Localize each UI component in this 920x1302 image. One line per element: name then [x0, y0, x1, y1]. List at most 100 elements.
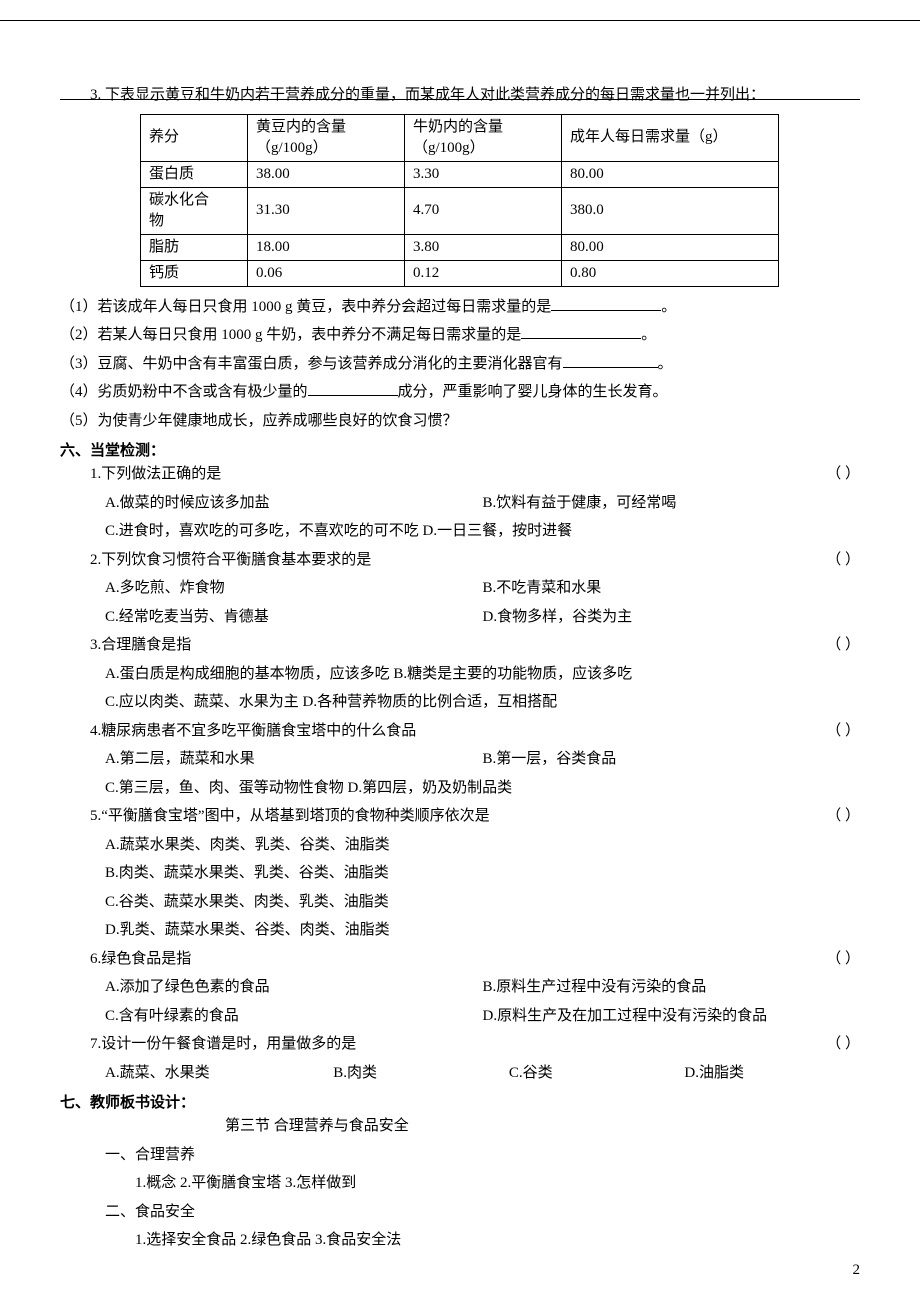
quiz1-cd: C.进食时，喜欢吃的可多吃，不喜欢吃的可不吃 D.一日三餐，按时进餐	[105, 517, 860, 546]
section6-title: 六、当堂检测：	[60, 439, 860, 460]
quiz7-stem-text: 7.设计一份午餐食谱是时，用量做多的是	[90, 1036, 356, 1052]
page-number: 2	[853, 1262, 861, 1279]
quiz3-ab: A.蛋白质是构成细胞的基本物质，应该多吃 B.糖类是主要的功能物质，应该多吃	[105, 660, 860, 689]
board-two-label: 二、食品安全	[105, 1198, 860, 1227]
quiz5-b: B.肉类、蔬菜水果类、乳类、谷类、油脂类	[105, 859, 860, 888]
answer-paren[interactable]: （ ）	[826, 802, 860, 831]
q3-intro: 3. 下表显示黄豆和牛奶内若干营养成分的重量，而某成年人对此类营养成分的每日需求…	[90, 81, 860, 110]
subq-2-b: 。	[641, 327, 656, 343]
table-row: 碳水化合物 31.30 4.70 380.0	[141, 187, 779, 234]
cell: 0.12	[405, 260, 562, 286]
subq-1-b: 。	[661, 299, 676, 315]
answer-paren[interactable]: （ ）	[826, 945, 860, 974]
quiz4-stem: 4.糖尿病患者不宜多吃平衡膳食宝塔中的什么食品 （ ）	[90, 717, 860, 746]
subq-2: （2）若某人每日只食用 1000 g 牛奶，表中养分不满足每日需求量的是 。	[60, 321, 860, 350]
subq-4-a: （4）劣质奶粉中不含或含有极少量的	[60, 384, 308, 400]
cell: 38.00	[248, 161, 405, 187]
quiz1-stem-text: 1.下列做法正确的是	[90, 466, 221, 482]
cell: 31.30	[248, 187, 405, 234]
quiz3-stem-text: 3.合理膳食是指	[90, 637, 191, 653]
quiz4-stem-text: 4.糖尿病患者不宜多吃平衡膳食宝塔中的什么食品	[90, 723, 416, 739]
board-two-items: 1.选择安全食品 2.绿色食品 3.食品安全法	[135, 1226, 860, 1255]
quiz6-c: C.含有叶绿素的食品	[105, 1002, 483, 1031]
q3-intro-text: 3. 下表显示黄豆和牛奶内若干营养成分的重量，而某成年人对此类营养成分的每日需求…	[90, 87, 765, 103]
subq-2-a: （2）若某人每日只食用 1000 g 牛奶，表中养分不满足每日需求量的是	[60, 327, 521, 343]
quiz5-d: D.乳类、蔬菜水果类、谷类、肉类、油脂类	[105, 916, 860, 945]
cell: 80.00	[562, 234, 779, 260]
board-title: 第三节 合理营养与食品安全	[225, 1112, 860, 1141]
quiz2-c: C.经常吃麦当劳、肯德基	[105, 603, 483, 632]
quiz5-stem: 5.“平衡膳食宝塔”图中，从塔基到塔顶的食物种类顺序依次是 （ ）	[90, 802, 860, 831]
board-one-label: 一、合理营养	[105, 1141, 860, 1170]
blank-1[interactable]	[551, 295, 661, 311]
cell: 80.00	[562, 161, 779, 187]
quiz7-opts: A.蔬菜、水果类 B.肉类 C.谷类 D.油脂类	[105, 1059, 860, 1088]
quiz4-b: B.第一层，谷类食品	[483, 745, 861, 774]
quiz6-d: D.原料生产及在加工过程中没有污染的食品	[483, 1002, 861, 1031]
quiz3-stem: 3.合理膳食是指 （ ）	[90, 631, 860, 660]
quiz5-stem-text: 5.“平衡膳食宝塔”图中，从塔基到塔顶的食物种类顺序依次是	[90, 808, 490, 824]
subq-3: （3）豆腐、牛奶中含有丰富蛋白质，参与该营养成分消化的主要消化器官有 。	[60, 350, 860, 379]
answer-paren[interactable]: （ ）	[826, 1030, 860, 1059]
cell: 0.06	[248, 260, 405, 286]
top-rule	[60, 99, 860, 100]
answer-paren[interactable]: （ ）	[826, 631, 860, 660]
quiz6-stem: 6.绿色食品是指 （ ）	[90, 945, 860, 974]
table-row: 脂肪 18.00 3.80 80.00	[141, 234, 779, 260]
quiz2-d: D.食物多样，谷类为主	[483, 603, 861, 632]
table-header-row: 养分 黄豆内的含量（g/100g） 牛奶内的含量（g/100g） 成年人每日需求…	[141, 114, 779, 161]
quiz3-cd: C.应以肉类、蔬菜、水果为主 D.各种营养物质的比例合适，互相搭配	[105, 688, 860, 717]
quiz1-opts-row1: A.做菜的时候应该多加盐 B.饮料有益于健康，可经常喝	[105, 489, 860, 518]
th-soy: 黄豆内的含量（g/100g）	[248, 114, 405, 161]
nutrition-table: 养分 黄豆内的含量（g/100g） 牛奶内的含量（g/100g） 成年人每日需求…	[140, 114, 779, 287]
quiz4-opts-row1: A.第二层，蔬菜和水果 B.第一层，谷类食品	[105, 745, 860, 774]
blank-3[interactable]	[563, 352, 658, 368]
subq-4: （4）劣质奶粉中不含或含有极少量的成分，严重影响了婴儿身体的生长发育。	[60, 378, 860, 407]
th-nutrient: 养分	[141, 114, 248, 161]
subq-3-b: 。	[658, 356, 673, 372]
answer-paren[interactable]: （ ）	[826, 546, 860, 575]
quiz7-d: D.油脂类	[684, 1059, 860, 1088]
quiz1-stem: 1.下列做法正确的是 （ ）	[90, 460, 860, 489]
quiz1-a: A.做菜的时候应该多加盐	[105, 489, 483, 518]
blank-2[interactable]	[521, 323, 641, 339]
table-row: 蛋白质 38.00 3.30 80.00	[141, 161, 779, 187]
cell: 4.70	[405, 187, 562, 234]
th-milk: 牛奶内的含量（g/100g）	[405, 114, 562, 161]
subq-1: （1）若该成年人每日只食用 1000 g 黄豆，表中养分会超过每日需求量的是 。	[60, 293, 860, 322]
cell: 18.00	[248, 234, 405, 260]
cell: 蛋白质	[141, 161, 248, 187]
quiz6-b: B.原料生产过程中没有污染的食品	[483, 973, 861, 1002]
quiz2-stem-text: 2.下列饮食习惯符合平衡膳食基本要求的是	[90, 552, 371, 568]
blank-4[interactable]	[308, 380, 398, 396]
quiz2-stem: 2.下列饮食习惯符合平衡膳食基本要求的是 （ ）	[90, 546, 860, 575]
answer-paren[interactable]: （ ）	[826, 717, 860, 746]
table-row: 钙质 0.06 0.12 0.80	[141, 260, 779, 286]
page-container: 3. 下表显示黄豆和牛奶内若干营养成分的重量，而某成年人对此类营养成分的每日需求…	[0, 20, 920, 1295]
cell: 脂肪	[141, 234, 248, 260]
quiz4-a: A.第二层，蔬菜和水果	[105, 745, 483, 774]
section7-title: 七、教师板书设计：	[60, 1091, 860, 1112]
quiz2-a: A.多吃煎、炸食物	[105, 574, 483, 603]
quiz7-a: A.蔬菜、水果类	[105, 1059, 333, 1088]
quiz7-stem: 7.设计一份午餐食谱是时，用量做多的是 （ ）	[90, 1030, 860, 1059]
quiz5-a: A.蔬菜水果类、肉类、乳类、谷类、油脂类	[105, 831, 860, 860]
cell: 380.0	[562, 187, 779, 234]
quiz2-opts-row2: C.经常吃麦当劳、肯德基 D.食物多样，谷类为主	[105, 603, 860, 632]
th-daily: 成年人每日需求量（g）	[562, 114, 779, 161]
cell: 碳水化合物	[141, 187, 248, 234]
quiz5-c: C.谷类、蔬菜水果类、肉类、乳类、油脂类	[105, 888, 860, 917]
quiz7-b: B.肉类	[333, 1059, 509, 1088]
subq-3-a: （3）豆腐、牛奶中含有丰富蛋白质，参与该营养成分消化的主要消化器官有	[60, 356, 563, 372]
subq-5-text: （5）为使青少年健康地成长，应养成哪些良好的饮食习惯？	[60, 413, 458, 429]
quiz2-opts-row1: A.多吃煎、炸食物 B.不吃青菜和水果	[105, 574, 860, 603]
quiz6-stem-text: 6.绿色食品是指	[90, 951, 191, 967]
subq-1-a: （1）若该成年人每日只食用 1000 g 黄豆，表中养分会超过每日需求量的是	[60, 299, 551, 315]
answer-paren[interactable]: （ ）	[826, 460, 860, 489]
cell: 3.80	[405, 234, 562, 260]
cell: 钙质	[141, 260, 248, 286]
quiz6-opts-row2: C.含有叶绿素的食品 D.原料生产及在加工过程中没有污染的食品	[105, 1002, 860, 1031]
quiz2-b: B.不吃青菜和水果	[483, 574, 861, 603]
quiz4-cd: C.第三层，鱼、肉、蛋等动物性食物 D.第四层，奶及奶制品类	[105, 774, 860, 803]
cell: 3.30	[405, 161, 562, 187]
